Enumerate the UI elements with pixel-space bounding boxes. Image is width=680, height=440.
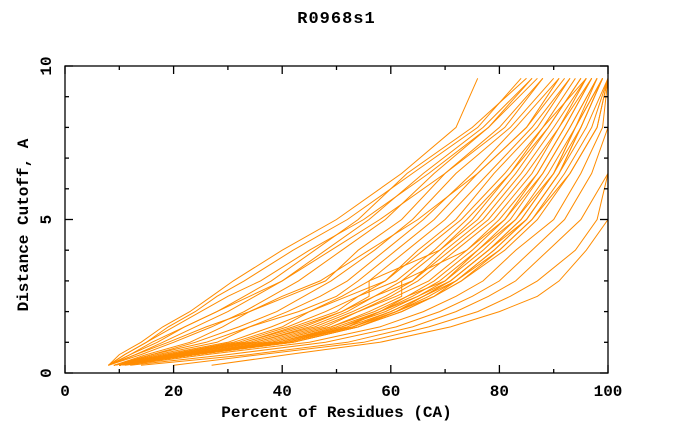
model-curve — [173, 78, 609, 366]
model-curve — [119, 78, 593, 366]
x-tick-label: 100 — [594, 383, 623, 401]
x-tick-label: 20 — [164, 383, 183, 401]
model-curve — [113, 77, 555, 366]
model-curve — [108, 77, 533, 366]
x-axis-label: Percent of Residues (CA) — [221, 404, 452, 422]
model-curve — [130, 78, 609, 366]
y-tick-label: 10 — [38, 56, 56, 75]
x-tick-label: 80 — [490, 383, 509, 401]
model-curve — [113, 78, 587, 366]
model-curve — [140, 78, 609, 366]
x-tick-label: 0 — [60, 383, 70, 401]
model-curve — [113, 77, 560, 366]
model-curve — [108, 77, 538, 366]
model-curve — [124, 78, 609, 366]
model-curve — [113, 78, 582, 366]
x-tick-label: 60 — [381, 383, 400, 401]
model-curve — [113, 77, 544, 366]
y-tick-label: 5 — [38, 215, 56, 225]
model-curve — [119, 78, 604, 366]
model-curve — [119, 78, 598, 366]
model-curve — [119, 78, 582, 366]
model-curve — [119, 78, 609, 366]
model-curve — [113, 77, 565, 366]
x-tick-label: 40 — [273, 383, 292, 401]
model-curve — [108, 78, 479, 366]
chart-title: R0968s1 — [297, 10, 376, 29]
model-curve — [113, 77, 571, 366]
model-curve — [113, 78, 576, 366]
model-curve — [119, 78, 609, 366]
model-curve — [113, 78, 571, 366]
model-curve — [108, 77, 544, 366]
model-curve — [108, 77, 533, 366]
model-curve — [108, 77, 527, 366]
y-tick-label: 0 — [38, 368, 56, 378]
